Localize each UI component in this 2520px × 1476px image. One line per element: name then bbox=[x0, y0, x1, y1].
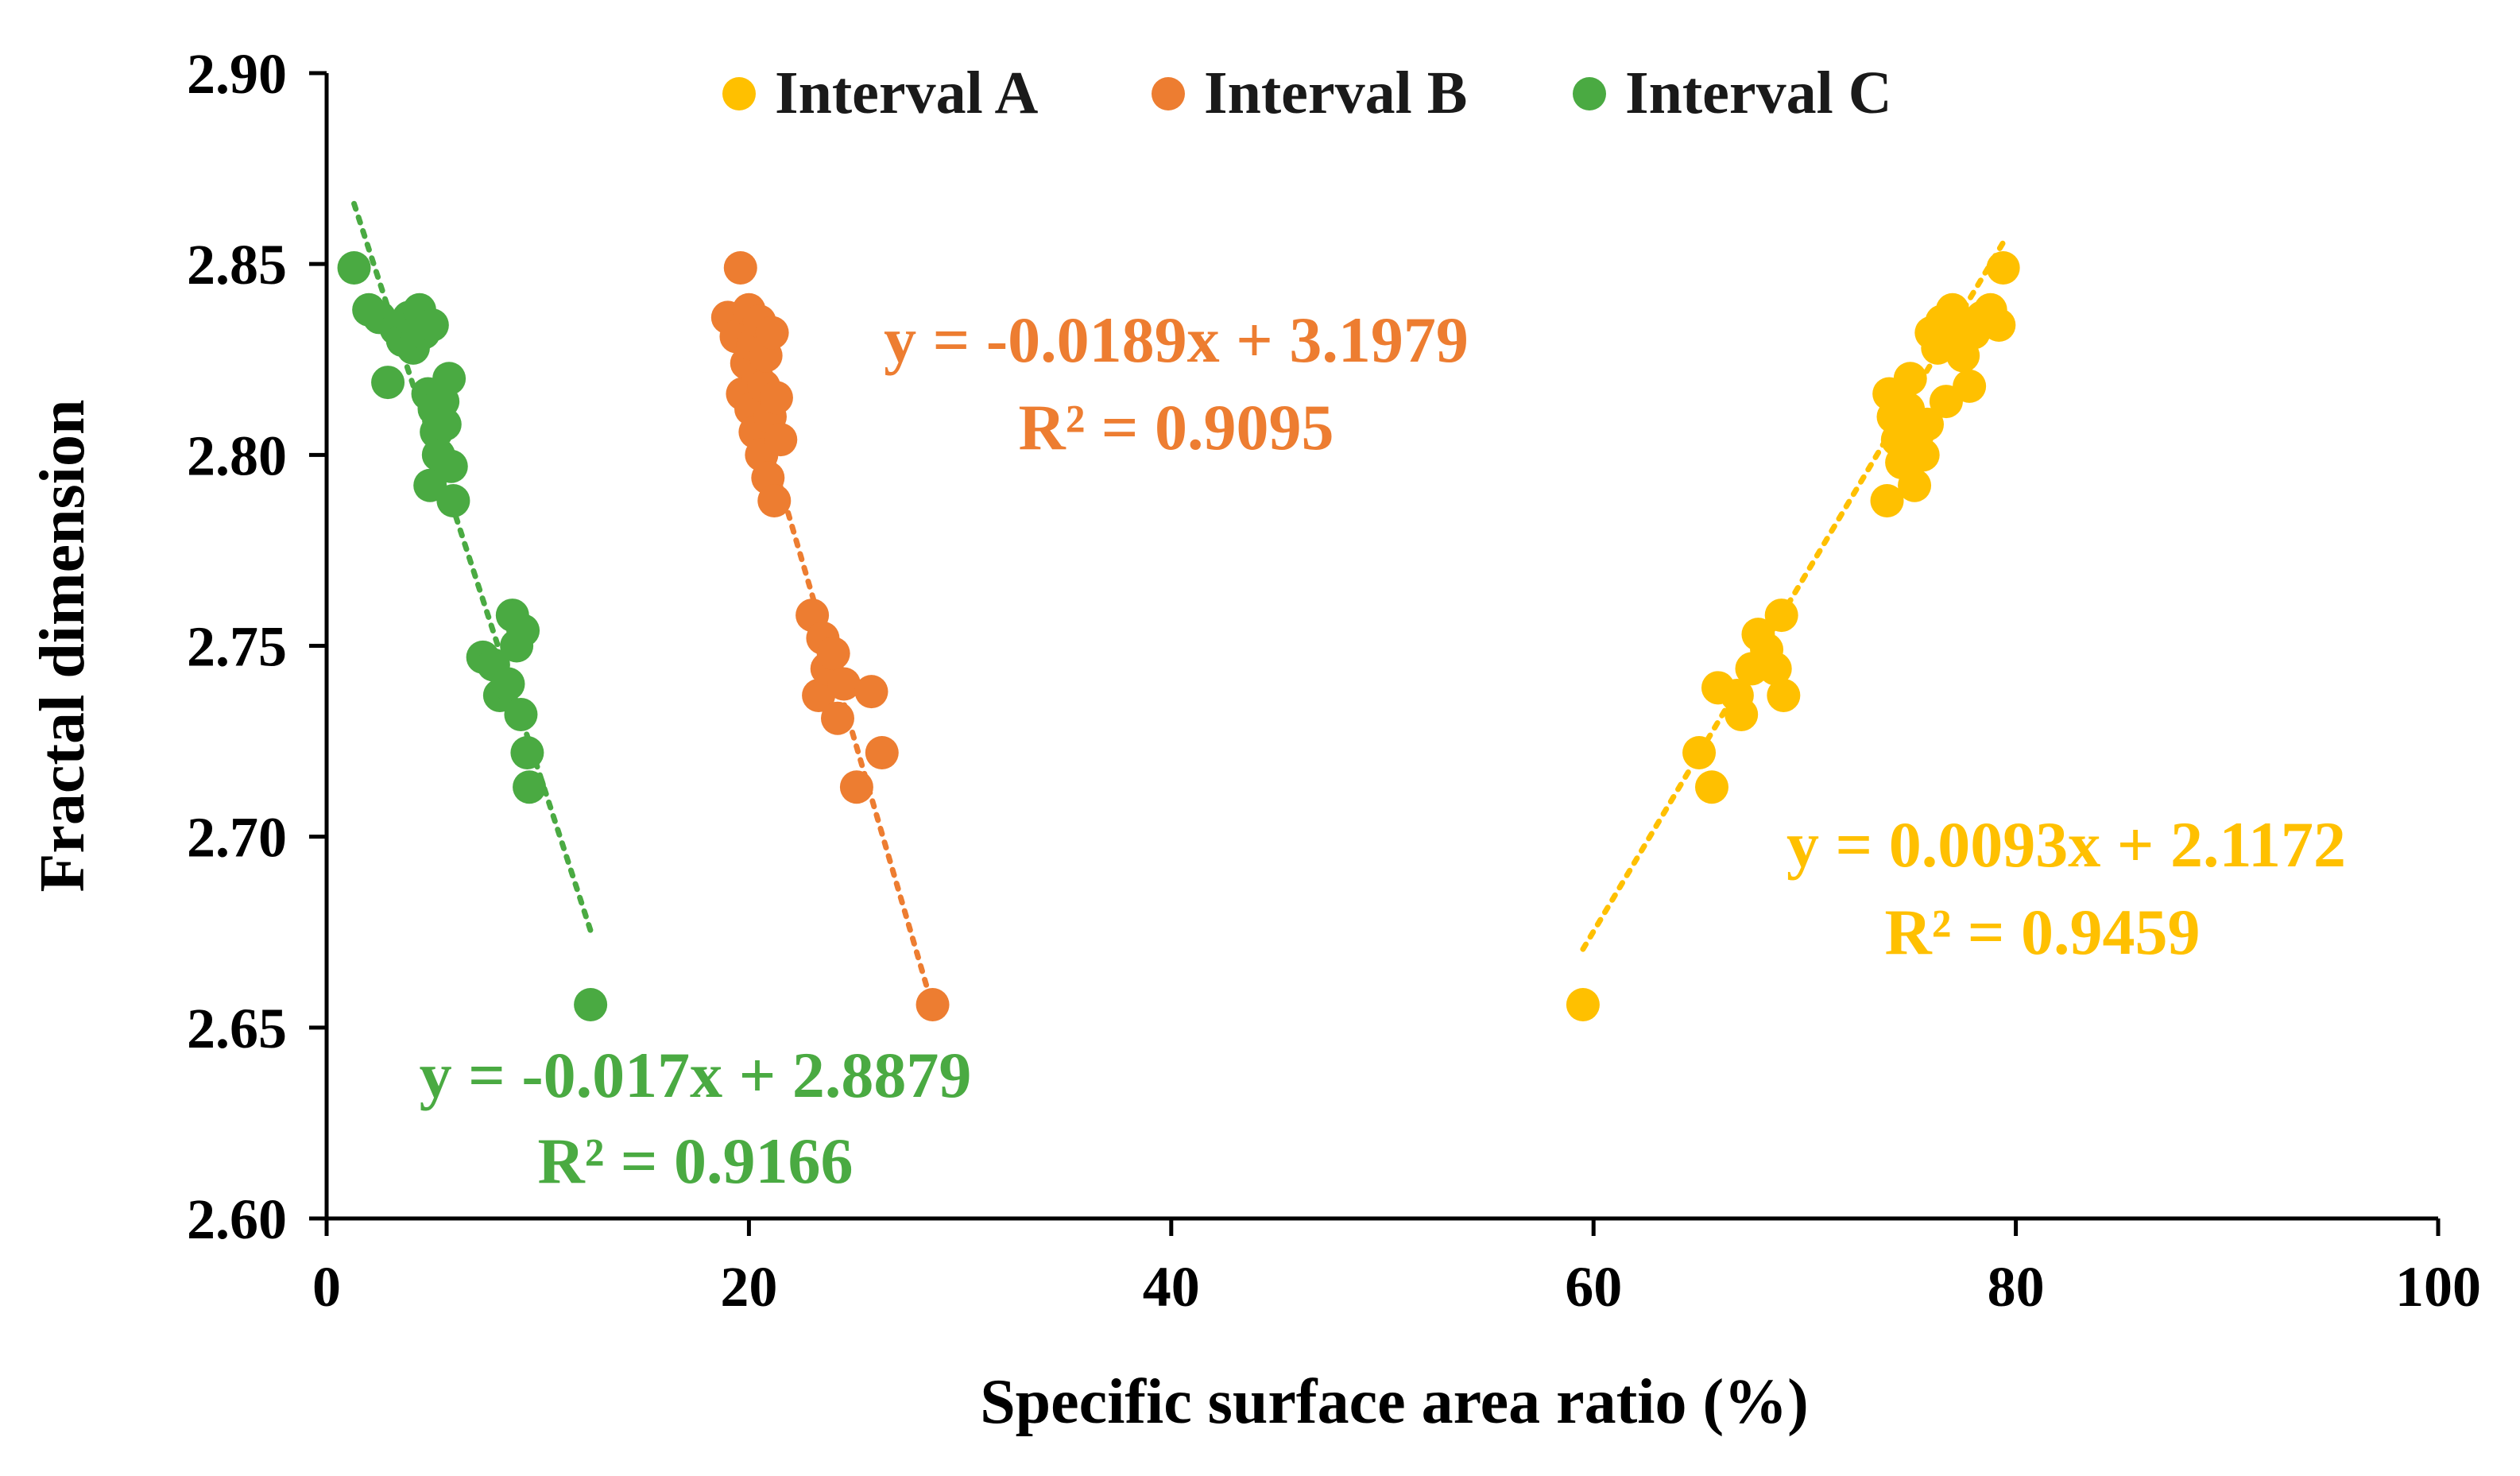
data-point bbox=[816, 637, 850, 671]
data-point bbox=[371, 366, 405, 400]
x-tick-label: 20 bbox=[720, 1255, 777, 1319]
x-tick-label: 60 bbox=[1565, 1255, 1622, 1319]
y-tick-label: 2.90 bbox=[187, 42, 287, 106]
y-tick-label: 2.65 bbox=[187, 997, 287, 1060]
y-tick-label: 2.75 bbox=[187, 615, 287, 679]
data-point bbox=[1910, 407, 1945, 441]
data-point bbox=[1767, 678, 1801, 712]
data-point bbox=[1694, 770, 1728, 804]
data-point bbox=[491, 667, 525, 701]
data-point bbox=[802, 678, 836, 712]
data-point bbox=[506, 614, 540, 648]
x-tick-label: 100 bbox=[2395, 1255, 2481, 1319]
data-point bbox=[759, 381, 793, 415]
data-point bbox=[865, 735, 899, 769]
legend-marker bbox=[1152, 77, 1185, 110]
x-axis-title: Specific surface area ratio (%) bbox=[980, 1367, 1809, 1437]
y-tick-label: 2.85 bbox=[187, 233, 287, 296]
y-axis-title: Fractal dimension bbox=[28, 400, 98, 893]
data-point bbox=[1893, 362, 1927, 396]
data-point bbox=[1870, 483, 1904, 517]
data-point bbox=[1758, 652, 1792, 686]
r-squared-label: R² = 0.9095 bbox=[1018, 391, 1334, 463]
x-tick-label: 40 bbox=[1143, 1255, 1200, 1319]
data-point bbox=[1935, 292, 1969, 327]
data-point bbox=[854, 675, 888, 709]
data-point bbox=[432, 362, 466, 396]
data-point bbox=[574, 988, 608, 1022]
data-point bbox=[757, 483, 792, 517]
trendline-equations: y = 0.0093x + 2.1172 R² = 0.9459 y = -0.01… bbox=[420, 304, 2346, 1197]
data-point bbox=[826, 667, 861, 701]
data-point bbox=[820, 701, 854, 735]
data-point bbox=[764, 423, 798, 457]
data-point bbox=[415, 308, 449, 343]
data-point bbox=[723, 250, 757, 285]
data-point bbox=[1898, 468, 1932, 502]
r-squared-label: R² = 0.9459 bbox=[1884, 896, 2200, 968]
data-point bbox=[434, 449, 468, 483]
data-point bbox=[436, 483, 470, 517]
data-point bbox=[337, 250, 371, 285]
data-point bbox=[915, 988, 950, 1022]
y-tick-label: 2.70 bbox=[187, 806, 287, 870]
data-point bbox=[755, 316, 789, 350]
data-point bbox=[1986, 250, 2020, 285]
data-point bbox=[1953, 369, 1987, 403]
x-tick-label: 80 bbox=[1988, 1255, 2045, 1319]
data-point bbox=[504, 697, 538, 731]
data-point bbox=[1906, 438, 1940, 472]
y-tick-label: 2.80 bbox=[187, 424, 287, 487]
data-point bbox=[839, 770, 873, 804]
data-point bbox=[510, 735, 544, 769]
trendline-equation: y = -0.017x + 2.8879 bbox=[420, 1039, 972, 1111]
axes: 2.60 2.65 2.70 2.75 2.80 2.85 2.90 0 20 40 60 80 10… bbox=[187, 42, 2481, 1319]
x-tick-label: 0 bbox=[312, 1255, 341, 1319]
data-points bbox=[337, 250, 2020, 1022]
legend-label: Interval A bbox=[775, 60, 1039, 126]
data-point bbox=[1566, 988, 1600, 1022]
data-point bbox=[1682, 735, 1717, 769]
trendline-equation: y = 0.0093x + 2.1172 bbox=[1786, 808, 2346, 881]
x-ticks: 0 20 40 60 80 100 bbox=[312, 1218, 2481, 1319]
legend: Interval A Interval B Interval C bbox=[722, 60, 1892, 126]
legend-label: Interval B bbox=[1204, 60, 1467, 126]
data-point bbox=[428, 407, 462, 441]
trendline-equation: y = -0.0189x + 3.1979 bbox=[884, 304, 1469, 376]
legend-marker bbox=[722, 77, 756, 110]
data-point bbox=[1725, 697, 1759, 731]
data-point bbox=[1982, 308, 2016, 343]
y-tick-label: 2.60 bbox=[187, 1187, 287, 1251]
legend-marker bbox=[1573, 77, 1606, 110]
legend-label: Interval C bbox=[1625, 60, 1892, 126]
data-point bbox=[513, 770, 547, 804]
y-ticks: 2.60 2.65 2.70 2.75 2.80 2.85 2.90 bbox=[187, 42, 327, 1251]
r-squared-label: R² = 0.9166 bbox=[537, 1125, 853, 1197]
data-point bbox=[1764, 599, 1798, 633]
